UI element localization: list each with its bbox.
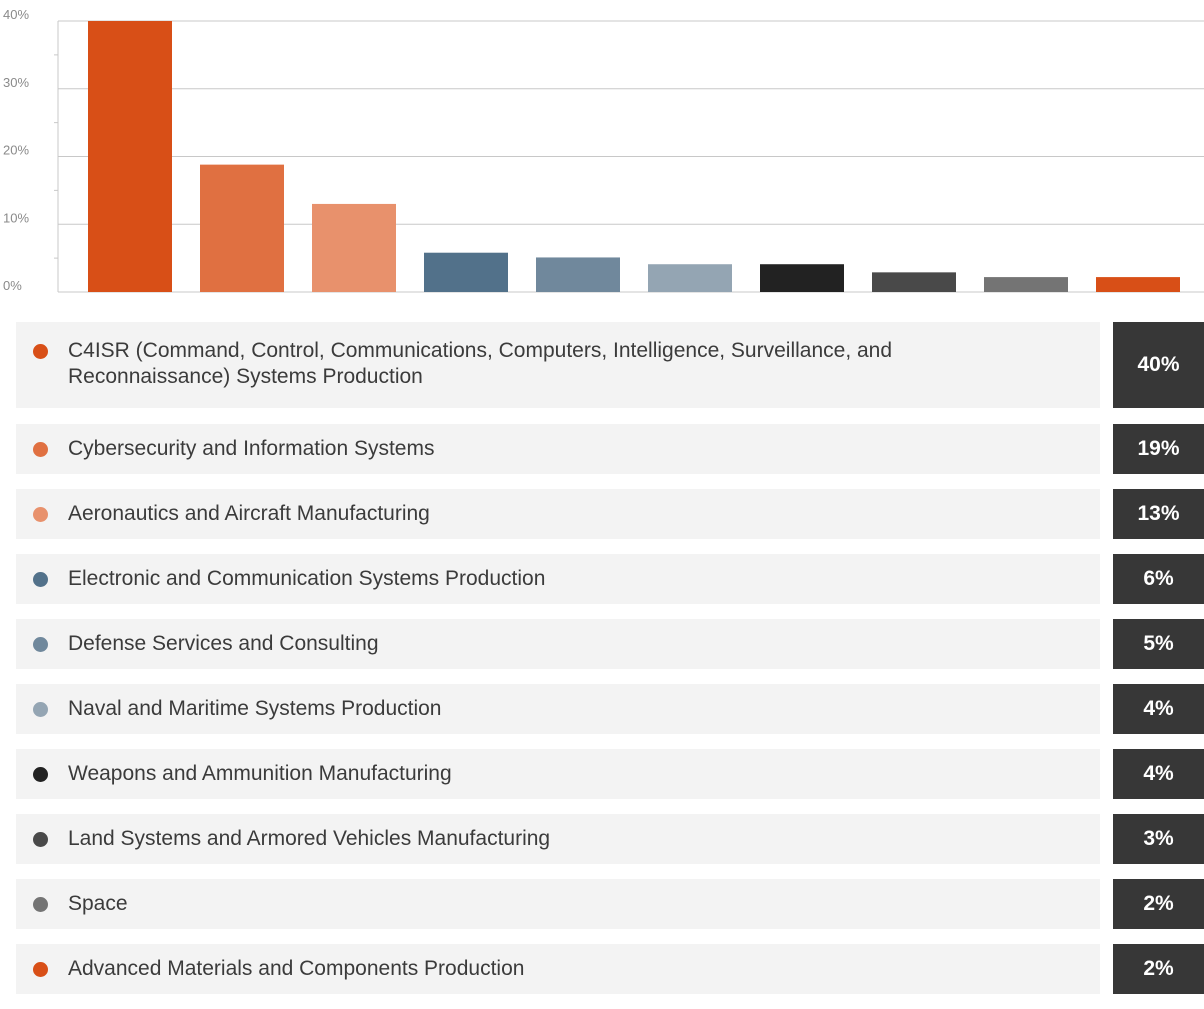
legend-label: Aeronautics and Aircraft Manufacturing: [68, 502, 430, 525]
legend-row-body: Weapons and Ammunition Manufacturing: [16, 749, 1100, 799]
legend-row-body: Aeronautics and Aircraft Manufacturing: [16, 489, 1100, 539]
legend-row: Space 2%: [16, 879, 1204, 929]
bar: [1096, 277, 1180, 292]
legend-color-dot: [33, 831, 48, 847]
legend-value: 4%: [1113, 684, 1204, 734]
bar: [760, 264, 844, 292]
legend-color-dot: [33, 441, 48, 457]
legend-row-body: Electronic and Communication Systems Pro…: [16, 554, 1100, 604]
legend-row-body: Land Systems and Armored Vehicles Manufa…: [16, 814, 1100, 864]
legend-color-dot: [33, 571, 48, 587]
legend-row: C4ISR (Command, Control, Communications,…: [16, 322, 1204, 408]
legend-row-body: Space: [16, 879, 1100, 929]
y-tick-label: 30%: [3, 75, 29, 90]
legend-label: C4ISR (Command, Control, Communications,…: [68, 339, 893, 388]
legend-row: Naval and Maritime Systems Production 4%: [16, 684, 1204, 734]
bar: [312, 203, 396, 292]
legend-value: 2%: [1113, 879, 1204, 929]
legend-label: Space: [68, 892, 128, 915]
legend-value: 40%: [1113, 322, 1204, 408]
legend-row: Electronic and Communication Systems Pro…: [16, 554, 1204, 604]
y-tick-label: 20%: [3, 143, 29, 158]
y-tick-label: 0%: [3, 278, 22, 293]
legend-color-dot: [33, 636, 48, 652]
legend-label: Land Systems and Armored Vehicles Manufa…: [68, 827, 551, 850]
legend-color-dot: [33, 506, 48, 522]
legend-row: Weapons and Ammunition Manufacturing 4%: [16, 749, 1204, 799]
legend-value: 6%: [1113, 554, 1204, 604]
bar: [424, 252, 508, 292]
legend-label: Electronic and Communication Systems Pro…: [68, 567, 546, 590]
legend-value: 3%: [1113, 814, 1204, 864]
legend-list: C4ISR (Command, Control, Communications,…: [16, 322, 1204, 1009]
legend-row: Cybersecurity and Information Systems 19%: [16, 424, 1204, 474]
bar: [536, 257, 620, 292]
bar: [200, 164, 284, 292]
legend-label: Defense Services and Consulting: [68, 632, 379, 655]
legend-label: Cybersecurity and Information Systems: [68, 437, 435, 460]
bar: [88, 21, 172, 292]
y-tick-label: 40%: [3, 7, 29, 22]
legend-value: 13%: [1113, 489, 1204, 539]
legend-value: 19%: [1113, 424, 1204, 474]
legend-label: Weapons and Ammunition Manufacturing: [68, 762, 452, 785]
y-tick-label: 10%: [3, 210, 29, 225]
legend-color-dot: [33, 766, 48, 782]
legend-row: Defense Services and Consulting 5%: [16, 619, 1204, 669]
bar: [648, 264, 732, 292]
legend-row: Aeronautics and Aircraft Manufacturing 13…: [16, 489, 1204, 539]
legend-row-body: Cybersecurity and Information Systems: [16, 424, 1100, 474]
legend-label: Advanced Materials and Components Produc…: [68, 957, 525, 980]
legend-value: 2%: [1113, 944, 1204, 994]
legend-color-dot: [33, 701, 48, 717]
bar: [984, 277, 1068, 292]
legend-row-body: Naval and Maritime Systems Production: [16, 684, 1100, 734]
bar-chart: 0% 10% 20% 30% 40%: [3, 7, 1204, 293]
y-axis: 0% 10% 20% 30% 40%: [3, 7, 29, 293]
legend-color-dot: [33, 961, 48, 977]
legend-color-dot: [33, 344, 48, 359]
legend-value: 5%: [1113, 619, 1204, 669]
bar: [872, 272, 956, 292]
legend-row-body: Defense Services and Consulting: [16, 619, 1100, 669]
legend-row: Land Systems and Armored Vehicles Manufa…: [16, 814, 1204, 864]
legend-label: Naval and Maritime Systems Production: [68, 697, 442, 720]
legend-row: Advanced Materials and Components Produc…: [16, 944, 1204, 994]
legend-color-dot: [33, 896, 48, 912]
legend-row-body: Advanced Materials and Components Produc…: [16, 944, 1100, 994]
legend-value: 4%: [1113, 749, 1204, 799]
chart-bars: [88, 21, 1180, 292]
legend-row-body: C4ISR (Command, Control, Communications,…: [16, 322, 1100, 408]
